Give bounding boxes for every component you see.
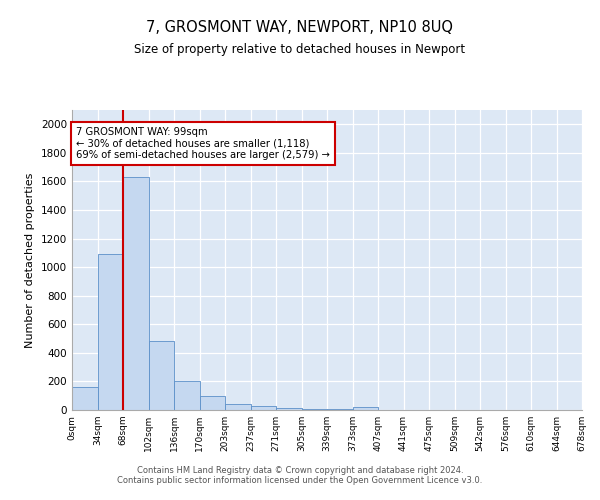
Bar — [72, 387, 97, 410]
Bar — [149, 342, 174, 410]
Text: 7, GROSMONT WAY, NEWPORT, NP10 8UQ: 7, GROSMONT WAY, NEWPORT, NP10 8UQ — [146, 20, 454, 35]
Y-axis label: Number of detached properties: Number of detached properties — [25, 172, 35, 348]
Text: Size of property relative to detached houses in Newport: Size of property relative to detached ho… — [134, 42, 466, 56]
Bar — [276, 408, 302, 410]
Bar — [327, 409, 353, 410]
Text: 7 GROSMONT WAY: 99sqm
← 30% of detached houses are smaller (1,118)
69% of semi-d: 7 GROSMONT WAY: 99sqm ← 30% of detached … — [76, 127, 330, 160]
Text: Contains HM Land Registry data © Crown copyright and database right 2024.
Contai: Contains HM Land Registry data © Crown c… — [118, 466, 482, 485]
Bar — [97, 254, 123, 410]
Bar — [123, 177, 149, 410]
Bar — [251, 406, 276, 410]
Bar — [302, 408, 327, 410]
Bar — [225, 404, 251, 410]
Bar — [199, 396, 225, 410]
Bar — [174, 382, 199, 410]
Bar — [353, 407, 378, 410]
